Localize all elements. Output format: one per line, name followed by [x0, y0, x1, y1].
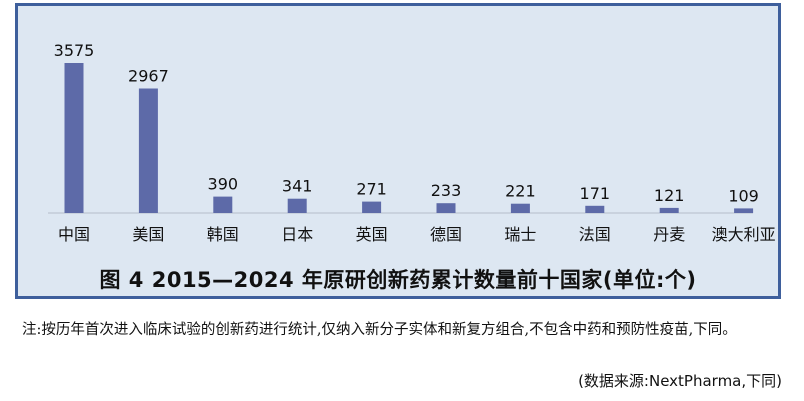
footnote: 注:按历年首次进入临床试验的创新药进行统计,仅纳入新分子实体和新复方组合,不包含… [22, 322, 737, 338]
category-label-4: 英国 [356, 225, 388, 244]
value-label-3: 341 [282, 177, 313, 196]
category-label-0: 中国 [58, 225, 90, 244]
bar-9 [734, 208, 754, 213]
value-label-9: 109 [728, 186, 759, 205]
bar-2 [213, 196, 233, 213]
bar-0 [64, 63, 84, 213]
category-label-5: 德国 [430, 225, 462, 244]
category-label-3: 日本 [281, 225, 313, 244]
value-label-8: 121 [654, 186, 685, 205]
category-label-9: 澳大利亚 [712, 225, 776, 244]
category-label-2: 韩国 [207, 225, 239, 244]
category-label-7: 法国 [579, 225, 611, 244]
bar-chart: 3575 2967 390 341 271 233 221 171 121 109 中国 美国 韩国 日… [48, 41, 776, 244]
category-label-1: 美国 [132, 225, 164, 244]
chart-title: 图 4 2015—2024 年原研创新药累计数量前十国家(单位:个) [99, 268, 697, 292]
value-label-5: 233 [431, 181, 462, 200]
value-label-6: 221 [505, 182, 536, 201]
bar-3 [287, 198, 307, 213]
bar-6 [510, 203, 530, 213]
chart-frame: 3575 2967 390 341 271 233 221 171 121 109 中国 美国 韩国 日… [15, 3, 781, 299]
data-source: (数据来源:NextPharma,下同) [578, 372, 782, 390]
bar-5 [436, 203, 456, 213]
category-label-8: 丹麦 [653, 225, 685, 244]
bar-1 [138, 88, 158, 213]
value-label-2: 390 [208, 175, 239, 194]
bar-8 [659, 207, 679, 213]
bar-7 [585, 205, 605, 213]
bar-4 [362, 201, 382, 213]
value-labels-group: 3575 2967 390 341 271 233 221 171 121 109 [54, 41, 759, 205]
bars-group [64, 63, 754, 213]
value-label-0: 3575 [54, 41, 95, 60]
value-label-1: 2967 [128, 67, 169, 86]
category-labels-group: 中国 美国 韩国 日本 英国 德国 瑞士 法国 丹麦 澳大利亚 [58, 225, 776, 244]
value-label-4: 271 [356, 180, 387, 199]
value-label-7: 171 [580, 184, 611, 203]
category-label-6: 瑞士 [504, 225, 536, 244]
